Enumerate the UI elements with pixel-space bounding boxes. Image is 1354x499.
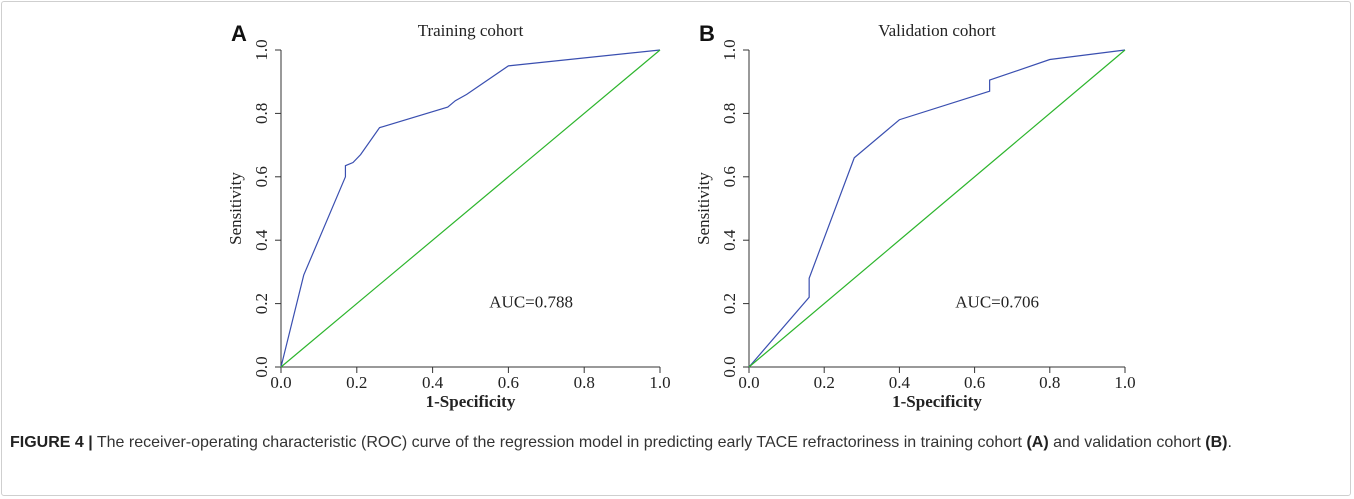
y-tick-label: 0.4 [720,229,739,251]
caption-ref: (B) [1205,434,1228,451]
x-axis-label: 1-Specificity [426,392,516,411]
y-tick-label: 0.4 [252,229,271,251]
roc-line [280,49,661,368]
x-tick-label: 0.6 [964,373,985,392]
x-tick-label: 0.2 [346,373,367,392]
x-tick-label: 1.0 [1114,373,1135,392]
y-tick-label: 0.2 [252,293,271,314]
caption-text: . [1227,434,1232,451]
y-tick-label: 0.8 [252,103,271,124]
y-tick-label: 1.0 [252,39,271,60]
caption: FIGURE 4 | The receiver-operating charac… [10,430,1330,456]
x-tick-label: 0.6 [498,373,519,392]
y-axis-label: Sensitivity [226,172,245,245]
caption-text: The receiver-operating characteristic (R… [96,434,1022,451]
caption-ref: (A) [1026,434,1049,451]
y-tick-label: 0.2 [720,293,739,314]
y-tick-label: 0.8 [720,103,739,124]
caption-text: and validation cohort [1053,434,1201,451]
x-tick-label: 0.8 [1039,373,1060,392]
y-tick-label: 0.0 [720,356,739,377]
y-tick-label: 0.0 [252,356,271,377]
x-tick-label: 0.4 [889,373,911,392]
x-tick-label: 0.4 [422,373,444,392]
y-tick-label: 0.6 [720,166,739,187]
x-tick-label: 0.2 [814,373,835,392]
annotation: AUC=0.788 [489,293,573,312]
charts: A Training cohort 0.0 0.2 0.4 0.6 0.8 1.0 0.0 0.2… [226,21,1136,411]
annotation: AUC=0.706 [955,293,1039,312]
panel-label: B [699,21,715,46]
roc-line [748,49,1126,368]
x-tick-label: 0.8 [574,373,595,392]
chart-title: Validation cohort [878,21,996,40]
y-tick-label: 1.0 [720,39,739,60]
roc-line [748,49,1126,368]
x-tick-label: 1.0 [649,373,670,392]
y-tick-label: 0.6 [252,166,271,187]
roc-line [280,49,661,368]
caption-label: FIGURE 4 | [10,434,93,451]
x-tick-label: 0.0 [738,373,759,392]
chart-title: Training cohort [418,21,524,40]
y-axis-label: Sensitivity [694,172,713,245]
x-tick-label: 0.0 [270,373,291,392]
x-axis-label: 1-Specificity [892,392,982,411]
panel-label: A [231,21,247,46]
